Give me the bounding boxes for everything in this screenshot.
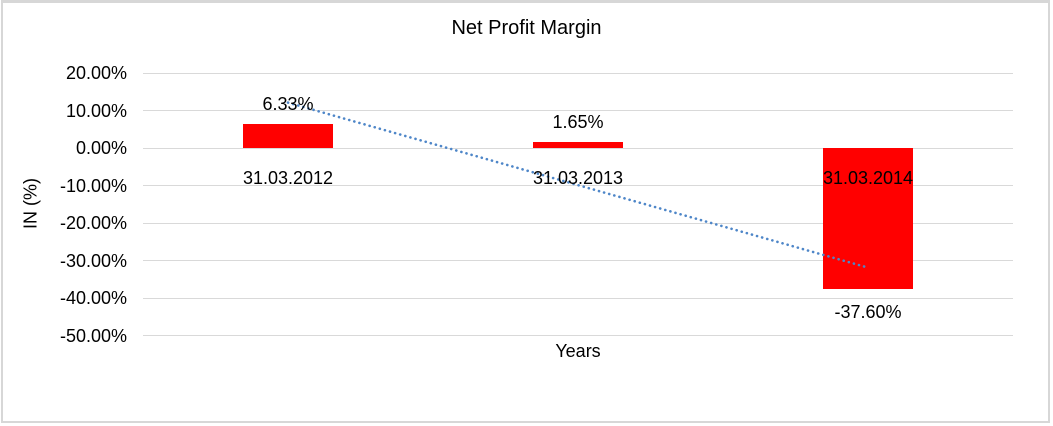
gridline <box>143 110 1013 111</box>
y-tick-label: -20.00% <box>59 213 127 233</box>
x-axis-title: Years <box>555 341 601 361</box>
category-label: 31.03.2012 <box>242 168 334 188</box>
gridline <box>143 147 1013 149</box>
y-axis-title: IN (%) <box>20 178 41 229</box>
gridline <box>143 222 1013 224</box>
bar-31.03.2013 <box>533 141 623 148</box>
data-label: 1.65% <box>552 111 604 132</box>
category-label: 31.03.2013 <box>532 168 624 188</box>
linear-trendline <box>286 101 870 269</box>
y-tick-label: -10.00% <box>59 175 127 196</box>
gridline <box>143 297 1013 299</box>
bar-31.03.2014 <box>823 148 913 289</box>
gridline <box>143 335 1013 336</box>
gridline <box>143 260 1013 261</box>
y-tick-label: 20.00% <box>65 63 127 83</box>
bar-31.03.2012 <box>243 124 333 148</box>
category-label: 31.03.2014 <box>822 168 914 188</box>
y-tick-label: 0.00% <box>75 138 127 158</box>
data-label: -37.60% <box>834 302 902 322</box>
y-tick-label: -50.00% <box>59 325 127 346</box>
y-tick-label: 10.00% <box>65 100 127 121</box>
chart-title: Net Profit Margin <box>451 17 602 39</box>
y-tick-label: -40.00% <box>59 288 127 308</box>
data-label: 6.33% <box>262 94 314 115</box>
gridline <box>143 72 1013 74</box>
y-tick-label: -30.00% <box>59 250 127 271</box>
